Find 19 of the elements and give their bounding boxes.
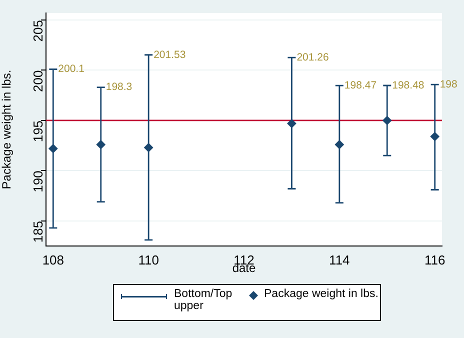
y-tick-label: 200	[30, 70, 46, 92]
y-tick-label: 205	[30, 20, 46, 42]
annotation: 198.48	[392, 79, 424, 92]
annotation: 200.1	[58, 63, 85, 76]
annotation: 198	[440, 78, 458, 90]
x-tick-label: 116	[424, 252, 446, 268]
annotation: 198.47	[344, 80, 377, 92]
x-tick-label: 110	[138, 252, 159, 268]
annotation: 198.3	[106, 81, 132, 94]
y-tick-label: 185	[30, 220, 46, 243]
y-tick-label: 195	[30, 120, 46, 142]
text: Bottom/Top upper	[174, 288, 234, 312]
x-tick-label: 108	[42, 252, 64, 268]
annotation: 201.53	[154, 48, 186, 61]
y-tick-label: 190	[30, 170, 46, 192]
annotation: 201.26	[296, 51, 329, 64]
y-axis-title: Package weight in lbs.	[0, 70, 14, 190]
legend-label: Package weight in lbs.	[264, 288, 378, 300]
x-tick-label: 114	[329, 252, 350, 268]
